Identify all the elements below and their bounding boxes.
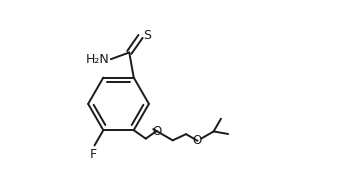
Text: S: S (143, 29, 151, 42)
Text: H₂N: H₂N (86, 53, 110, 66)
Text: O: O (193, 134, 202, 147)
Text: F: F (90, 148, 97, 161)
Text: O: O (152, 124, 161, 138)
